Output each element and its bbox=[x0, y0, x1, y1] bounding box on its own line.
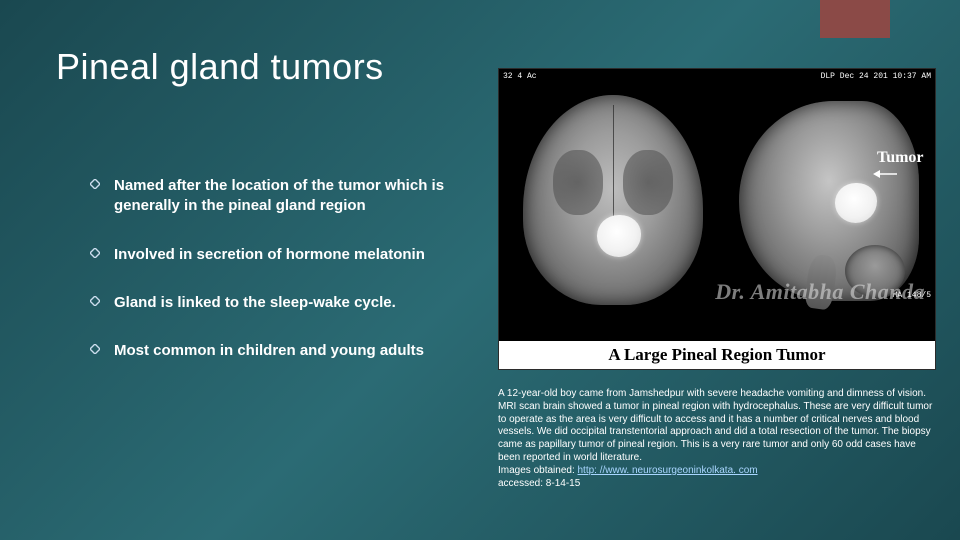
doctor-credit: Dr. Amitabha Chanda bbox=[715, 279, 925, 305]
diamond-bullet-icon bbox=[90, 248, 100, 258]
diamond-bullet-icon bbox=[90, 296, 100, 306]
bullet-text: Involved in secretion of hormone melaton… bbox=[114, 245, 425, 265]
image-caption: A Large Pineal Region Tumor bbox=[499, 341, 935, 369]
source-link[interactable]: http: //www. neurosurgeoninkolkata. com bbox=[578, 465, 758, 476]
mri-scan-area: 32 4 Ac DLP Dec 24 201 10:37 AM MA 148/5… bbox=[499, 69, 935, 341]
bullet-text: Named after the location of the tumor wh… bbox=[114, 176, 450, 217]
tumor-mass-icon bbox=[597, 215, 641, 257]
list-item: Involved in secretion of hormone melaton… bbox=[90, 245, 450, 265]
case-description: A 12-year-old boy came from Jamshedpur w… bbox=[498, 388, 936, 490]
brain-sagittal-view bbox=[739, 101, 919, 301]
images-obtained-label: Images obtained: bbox=[498, 465, 578, 476]
bullet-text: Most common in children and young adults bbox=[114, 341, 424, 361]
arrow-icon bbox=[873, 169, 897, 179]
scan-overlay-text: DLP Dec 24 201 10:37 AM bbox=[821, 73, 931, 82]
tumor-mass-icon bbox=[835, 183, 877, 223]
accent-bar bbox=[820, 0, 890, 38]
accessed-label: accessed: 8-14-15 bbox=[498, 478, 580, 489]
slide-title: Pineal gland tumors bbox=[56, 46, 384, 88]
list-item: Named after the location of the tumor wh… bbox=[90, 176, 450, 217]
list-item: Gland is linked to the sleep-wake cycle. bbox=[90, 293, 450, 313]
bullet-text: Gland is linked to the sleep-wake cycle. bbox=[114, 293, 396, 313]
tumor-label: Tumor bbox=[877, 149, 924, 167]
case-body: A 12-year-old boy came from Jamshedpur w… bbox=[498, 388, 932, 463]
brain-axial-view bbox=[523, 95, 703, 305]
list-item: Most common in children and young adults bbox=[90, 341, 450, 361]
scan-overlay-text: 32 4 Ac bbox=[503, 73, 537, 82]
bullet-list: Named after the location of the tumor wh… bbox=[90, 176, 450, 389]
diamond-bullet-icon bbox=[90, 344, 100, 354]
diamond-bullet-icon bbox=[90, 179, 100, 189]
mri-image-figure: 32 4 Ac DLP Dec 24 201 10:37 AM MA 148/5… bbox=[498, 68, 936, 370]
